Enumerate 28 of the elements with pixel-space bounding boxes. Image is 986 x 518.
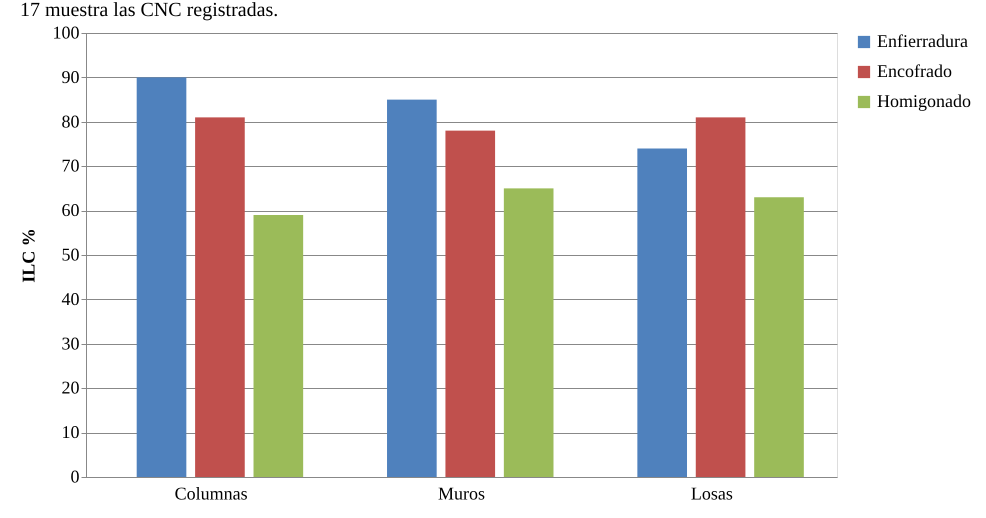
bar — [504, 188, 554, 477]
y-tick-label: 50 — [62, 244, 80, 264]
y-tick-label: 40 — [62, 288, 80, 309]
y-tick-label: 20 — [62, 378, 80, 398]
bar — [136, 77, 186, 477]
y-tick-label: 90 — [62, 66, 80, 87]
bar — [387, 100, 437, 477]
y-tick-label: 80 — [62, 111, 80, 132]
y-tick-label: 10 — [62, 422, 80, 442]
text: 17 muestra las CNC registradas. — [20, 0, 278, 21]
bar — [696, 117, 746, 477]
bar — [637, 148, 688, 477]
x-tick-label: Muros — [438, 484, 486, 504]
bar — [195, 117, 245, 477]
legend-label: Homigonado — [877, 91, 971, 111]
bar — [754, 197, 804, 477]
y-axis-title: ILC % — [18, 228, 38, 283]
y-tick-label: 0 — [70, 466, 80, 486]
bar — [445, 130, 496, 477]
y-tick-label: 100 — [52, 22, 80, 42]
legend-label: Enfierradura — [877, 31, 968, 51]
y-tick-label: 70 — [62, 156, 80, 176]
x-tick-label: Columnas — [174, 484, 248, 504]
bar — [254, 215, 304, 477]
y-tick-label: 30 — [62, 333, 80, 354]
legend-label: Encofrado — [877, 61, 952, 81]
y-tick-label: 60 — [62, 200, 80, 220]
x-tick-label: Losas — [690, 484, 733, 504]
